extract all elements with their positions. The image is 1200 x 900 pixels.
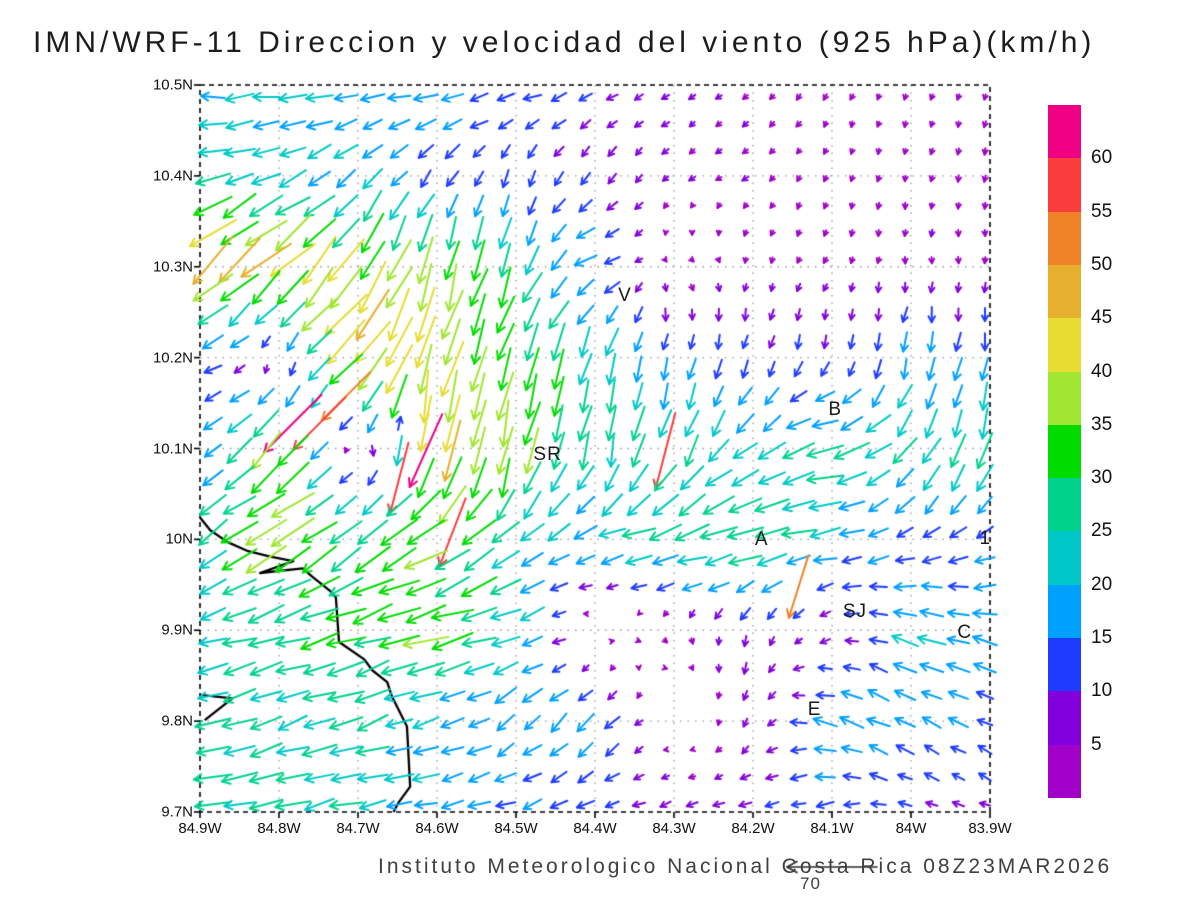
colorbar-tick-label: 20 (1091, 573, 1113, 595)
city-label-c: C (957, 621, 973, 643)
colorbar-segment (1048, 318, 1081, 372)
reference-vector-label: 70 (800, 874, 821, 893)
x-tick-label: 83.9W (968, 820, 1012, 837)
colorbar-tick-label: 25 (1091, 520, 1113, 542)
colorbar-segment (1048, 264, 1081, 319)
colorbar-tick-label: 5 (1091, 733, 1102, 755)
colorbar-tick-label: 35 (1091, 413, 1113, 435)
colorbar-segment (1048, 371, 1081, 426)
x-tick-label: 84.1W (810, 820, 854, 837)
colorbar-segment (1048, 744, 1081, 799)
colorbar-segment (1048, 158, 1081, 213)
city-label-a: A (754, 529, 769, 551)
colorbar-segment (1048, 424, 1081, 479)
y-tick-label: 9.9N (161, 621, 193, 639)
x-tick-label: 84.9W (178, 820, 222, 837)
y-tick-label: 9.8N (161, 712, 193, 730)
y-tick-label: 10.4N (152, 167, 193, 185)
y-tick-label: 10.1N (152, 440, 193, 457)
city-label-sj: SJ (842, 601, 867, 623)
colorbar-tick-label: 60 (1091, 147, 1113, 169)
colorbar-segment (1048, 691, 1081, 746)
x-tick-label: 84W (895, 820, 927, 837)
colorbar-tick-label: 45 (1091, 307, 1113, 329)
colorbar-segment (1048, 584, 1081, 639)
y-tick-label: 9.7N (161, 803, 193, 821)
colorbar-tick-label: 15 (1091, 627, 1113, 648)
colorbar-segment (1048, 478, 1081, 532)
colorbar-tick-label: 55 (1091, 200, 1113, 222)
colorbar-segment (1048, 105, 1081, 159)
y-tick-label: 10.3N (152, 258, 193, 276)
x-tick-label: 84.2W (731, 820, 775, 837)
colorbar-segment (1048, 531, 1081, 586)
colorbar-segment (1048, 638, 1081, 692)
city-label-e: E (807, 699, 822, 721)
colorbar-tick-label: 50 (1091, 253, 1113, 275)
x-tick-label: 84.5W (494, 820, 538, 837)
x-tick-label: 84.3W (652, 820, 696, 837)
city-label-1: 1 (979, 528, 992, 550)
city-label-v: V (618, 284, 632, 306)
colorbar-tick-label: 40 (1091, 360, 1113, 382)
city-label-b: B (828, 399, 842, 421)
y-tick-label: 10.5N (152, 76, 193, 94)
x-tick-label: 84.6W (415, 820, 459, 837)
x-tick-label: 84.4W (573, 820, 617, 837)
city-label-sr: SR (533, 443, 562, 465)
colorbar-segment (1048, 211, 1081, 266)
colorbar-tick-label: 30 (1091, 467, 1113, 489)
x-tick-label: 84.8W (257, 820, 301, 837)
x-tick-label: 84.7W (336, 820, 380, 837)
footer-caption: Instituto Meteorologico Nacional Costa R… (378, 855, 1113, 878)
y-tick-label: 10N (165, 530, 193, 548)
colorbar-tick-label: 10 (1091, 680, 1113, 702)
y-tick-label: 10.2N (152, 349, 193, 367)
